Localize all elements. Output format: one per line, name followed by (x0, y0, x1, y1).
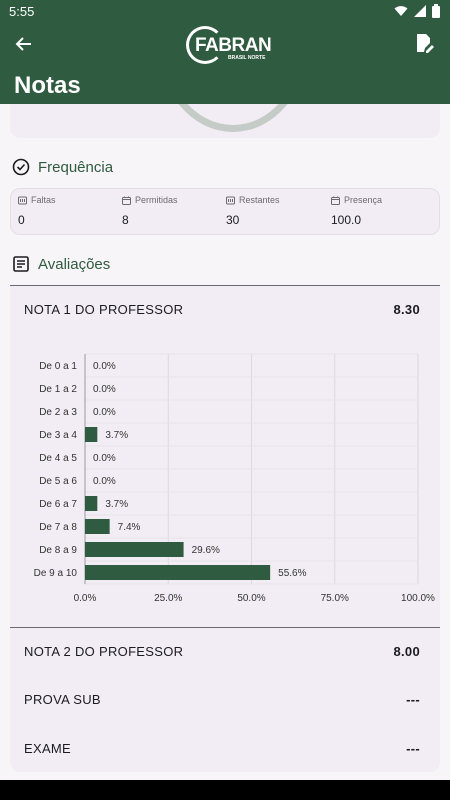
edit-document-icon[interactable] (414, 33, 434, 53)
check-circle-icon (12, 158, 30, 176)
y-tick-label: De 2 a 3 (39, 407, 77, 418)
calendar-icon (122, 196, 131, 205)
status-icons (394, 4, 440, 18)
avaliacao-score: 8.30 (393, 302, 420, 317)
avaliacao-row[interactable]: NOTA 1 DO PROFESSOR 8.30 (24, 302, 420, 317)
bar-value-label: 29.6% (192, 545, 220, 556)
bar-value-label: 0.0% (93, 361, 116, 372)
faltas-value: 0 (18, 213, 25, 227)
bar-value-label: 7.4% (118, 522, 141, 533)
bar (85, 519, 110, 534)
wifi-icon (394, 6, 408, 16)
bar-value-label: 0.0% (93, 453, 116, 464)
cellular-icon (414, 5, 426, 17)
avaliacao-row[interactable]: NOTA 2 DO PROFESSOR 8.00 (24, 644, 420, 659)
bar (85, 542, 184, 557)
avaliacao-name: NOTA 1 DO PROFESSOR (24, 302, 184, 317)
bar-value-label: 3.7% (105, 499, 128, 510)
presenca-value: 100.0 (331, 213, 362, 227)
x-tick-label: 100.0% (401, 593, 435, 604)
app-bar: FABRAN BRASIL NORTE (0, 24, 450, 68)
x-tick-label: 50.0% (237, 593, 265, 604)
divider (10, 627, 440, 628)
avaliacao-score: --- (406, 692, 420, 707)
avaliacao-row[interactable]: EXAME --- (24, 741, 420, 756)
y-tick-label: De 9 a 10 (34, 568, 78, 579)
y-tick-label: De 7 a 8 (39, 522, 77, 533)
back-arrow-icon[interactable] (14, 34, 34, 54)
y-tick-label: De 3 a 4 (39, 430, 77, 441)
bar (85, 496, 98, 511)
permitidas-value: 8 (122, 213, 129, 227)
y-tick-label: De 4 a 5 (39, 453, 77, 464)
avaliacao-row[interactable]: PROVA SUB --- (24, 692, 420, 707)
progress-ring (158, 104, 308, 132)
restantes-column: Restantes 30 (226, 195, 280, 227)
bar-value-label: 55.6% (278, 568, 306, 579)
y-tick-label: De 6 a 7 (39, 499, 77, 510)
x-tick-label: 0.0% (74, 593, 97, 604)
bar (85, 565, 271, 580)
counter-icon (18, 196, 27, 204)
bar-value-label: 0.0% (93, 407, 116, 418)
y-tick-label: De 1 a 2 (39, 384, 77, 395)
bar-value-label: 0.0% (93, 476, 116, 487)
bar (85, 427, 98, 442)
avaliacao-name: EXAME (24, 741, 72, 756)
x-tick-label: 25.0% (154, 593, 182, 604)
navigation-bar (0, 780, 450, 800)
bar-value-label: 0.0% (93, 384, 116, 395)
status-bar: 5:55 (0, 0, 450, 24)
bar-value-label: 3.7% (105, 430, 128, 441)
avaliacoes-header: Avaliações (12, 255, 110, 273)
avaliacao-name: NOTA 2 DO PROFESSOR (24, 644, 184, 659)
avaliacoes-title: Avaliações (38, 255, 111, 273)
page-title: Notas (14, 72, 81, 99)
y-tick-label: De 0 a 1 (39, 361, 77, 372)
status-time: 5:55 (9, 4, 35, 19)
counter-icon (226, 196, 235, 204)
fabran-logo: FABRAN BRASIL NORTE (186, 26, 272, 66)
permitidas-column: Permitidas 8 (122, 195, 178, 227)
avaliacoes-card: NOTA 1 DO PROFESSOR 8.30 NOTA 2 DO PROFE… (10, 285, 440, 772)
avaliacao-score: --- (406, 741, 420, 756)
frequencia-header: Frequência (12, 158, 113, 176)
title-bar: Notas (0, 68, 450, 104)
frequencia-title: Frequência (38, 158, 114, 176)
battery-icon (432, 4, 440, 18)
restantes-value: 30 (226, 213, 240, 227)
y-tick-label: De 5 a 6 (39, 476, 77, 487)
avaliacao-name: PROVA SUB (24, 692, 101, 707)
x-tick-label: 75.0% (321, 593, 349, 604)
y-tick-label: De 8 a 9 (39, 545, 77, 556)
document-icon (13, 256, 29, 272)
presenca-column: Presença 100.0 (331, 195, 383, 227)
frequencia-card: Faltas 0 Permitidas 8 Restantes 30 Prese… (10, 188, 440, 235)
faltas-column: Faltas 0 (18, 195, 56, 227)
calendar-icon (331, 196, 340, 205)
avaliacao-score: 8.00 (393, 644, 420, 659)
progress-card (10, 104, 440, 138)
nota1-distribution-chart: 0.0% 25.0% 50.0% 75.0% 100.0% De 0 a 1 0.0% De … (34, 353, 435, 604)
